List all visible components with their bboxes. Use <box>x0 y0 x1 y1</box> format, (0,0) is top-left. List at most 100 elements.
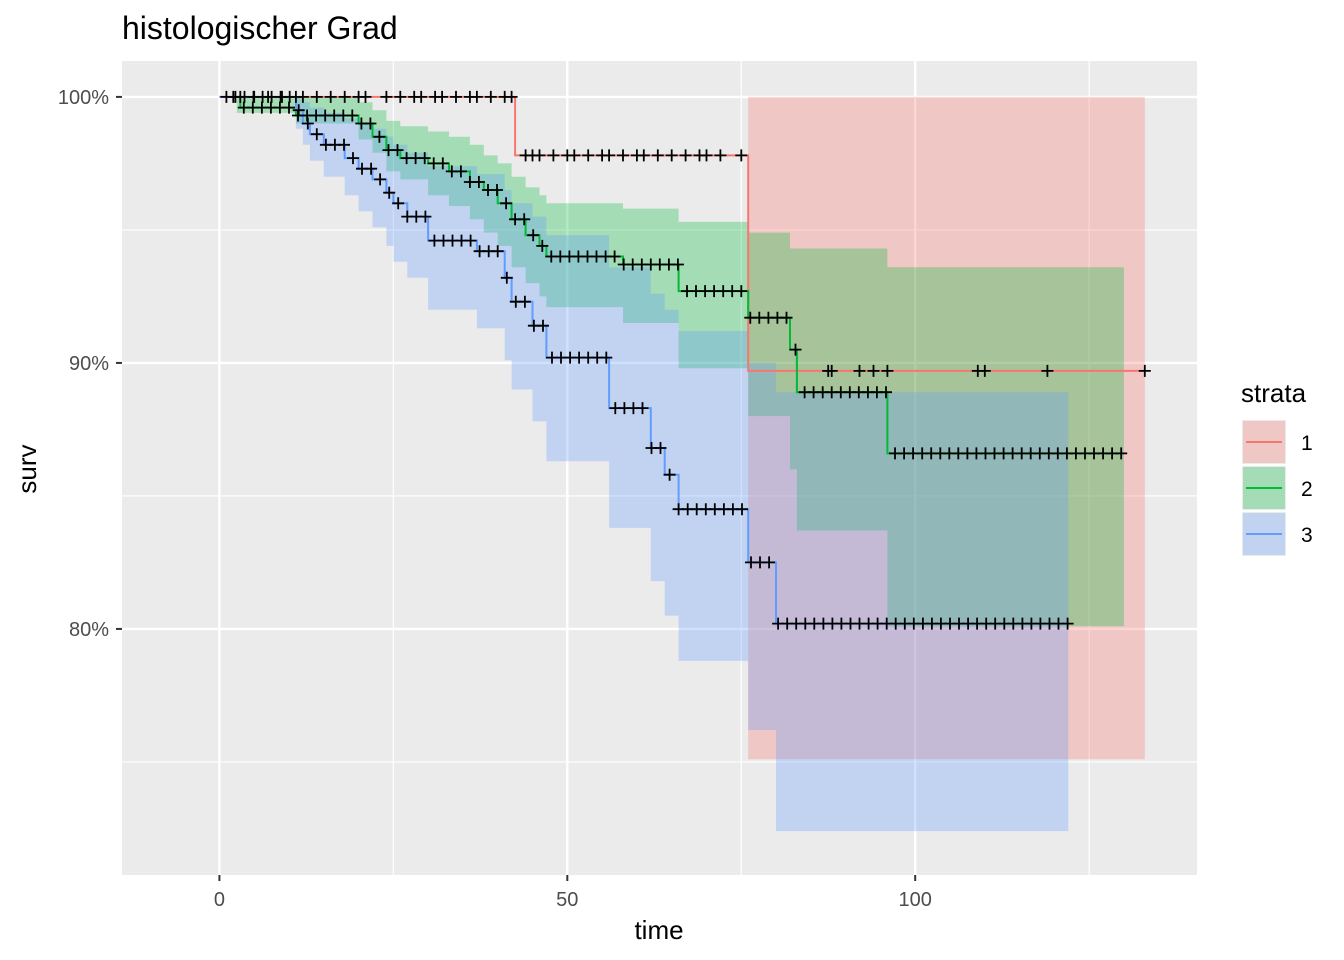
censor-mark <box>547 149 560 162</box>
censor-mark <box>359 90 372 103</box>
legend-title: strata <box>1241 378 1307 408</box>
censor-mark <box>338 138 350 151</box>
censor-mark <box>1061 617 1074 630</box>
censor-mark <box>415 90 428 103</box>
censor-mark <box>780 311 793 324</box>
censor-mark <box>383 186 396 199</box>
censor-mark <box>454 165 467 178</box>
y-axis-title: surv <box>12 444 42 493</box>
censor-mark <box>505 90 518 103</box>
censor-mark <box>470 90 483 103</box>
x-tick-label: 50 <box>556 889 578 911</box>
censor-mark <box>880 386 892 399</box>
confidence-band-2 <box>236 96 1124 627</box>
legend: strata 1 2 3 <box>1241 378 1313 556</box>
censor-mark <box>714 149 727 162</box>
censor-mark <box>867 364 880 377</box>
legend-label-3: 3 <box>1301 524 1313 547</box>
censor-mark <box>600 351 613 364</box>
panel-background <box>122 61 1197 875</box>
censor-mark <box>436 90 449 103</box>
legend-key-2 <box>1242 466 1286 510</box>
censor-mark <box>735 149 748 162</box>
censor-mark <box>568 149 581 162</box>
censor-mark <box>582 149 595 162</box>
censor-mark <box>735 285 748 298</box>
legend-label-2: 2 <box>1301 478 1313 501</box>
y-tick-label: 100% <box>58 87 109 109</box>
censor-mark <box>518 295 531 308</box>
censor-mark <box>347 152 359 165</box>
censor-mark <box>500 271 513 284</box>
censor-mark <box>310 90 323 103</box>
censor-mark <box>636 402 649 415</box>
censor-mark <box>364 117 377 130</box>
y-tick-label: 90% <box>69 353 109 375</box>
plot-panel <box>122 61 1197 875</box>
legend-key-1 <box>1242 420 1286 464</box>
censor-mark <box>484 90 497 103</box>
censor-mark <box>500 197 513 210</box>
legend-key-3 <box>1242 512 1286 556</box>
confidence-band-3 <box>219 96 1069 832</box>
censor-mark <box>608 250 621 263</box>
censor-mark <box>491 245 504 258</box>
censor-mark <box>394 90 407 103</box>
y-tick-label: 80% <box>69 619 109 641</box>
censor-mark <box>1115 447 1128 460</box>
censor-mark <box>292 104 305 117</box>
censor-mark <box>518 213 531 226</box>
censor-mark <box>1138 364 1151 377</box>
censor-mark <box>978 364 991 377</box>
censor-mark <box>391 144 404 157</box>
censor-marks-3 <box>220 90 1074 630</box>
censor-mark <box>527 229 540 242</box>
censor-mark <box>663 468 676 481</box>
censor-mark <box>665 149 678 162</box>
censor-mark <box>324 90 337 103</box>
censor-mark <box>825 364 838 377</box>
censor-mark <box>671 258 684 271</box>
censor-mark <box>380 90 393 103</box>
censor-mark <box>338 90 351 103</box>
censor-mark <box>296 90 309 103</box>
censor-mark <box>374 173 387 186</box>
censor-mark <box>301 117 314 130</box>
x-axis-title: time <box>634 915 683 945</box>
censor-mark <box>533 149 546 162</box>
x-tick-label: 100 <box>899 889 932 911</box>
censor-mark <box>283 101 295 114</box>
censor-mark <box>789 343 802 356</box>
censor-mark <box>617 149 629 162</box>
survival-line-2 <box>236 95 1124 455</box>
confidence-band-1 <box>219 96 1145 760</box>
censor-mark <box>853 364 866 377</box>
censor-mark <box>419 210 432 223</box>
censor-mark <box>637 149 650 162</box>
censor-mark <box>651 149 664 162</box>
censor-mark <box>472 176 485 188</box>
x-tick-label: 0 <box>214 889 225 911</box>
censor-mark <box>536 239 549 252</box>
censor-mark <box>491 184 503 196</box>
censor-mark <box>654 442 667 454</box>
axes: 0 50 100 80% 90% 100% <box>58 87 932 911</box>
censor-mark <box>365 162 378 175</box>
censor-mark <box>679 149 692 162</box>
censor-mark <box>373 130 386 143</box>
censor-mark <box>392 197 405 210</box>
legend-label-1: 1 <box>1301 432 1313 455</box>
censor-mark <box>436 157 449 170</box>
censor-mark <box>283 90 296 103</box>
censor-mark <box>700 149 713 162</box>
censor-mark <box>603 149 616 162</box>
censor-mark <box>763 556 776 569</box>
censor-mark <box>346 109 359 122</box>
censor-mark <box>464 234 477 247</box>
censor-mark <box>310 128 323 141</box>
censor-mark <box>1041 364 1054 377</box>
censor-mark <box>736 503 748 516</box>
chart-title: histologischer Grad <box>122 10 398 46</box>
censor-mark <box>450 90 462 103</box>
